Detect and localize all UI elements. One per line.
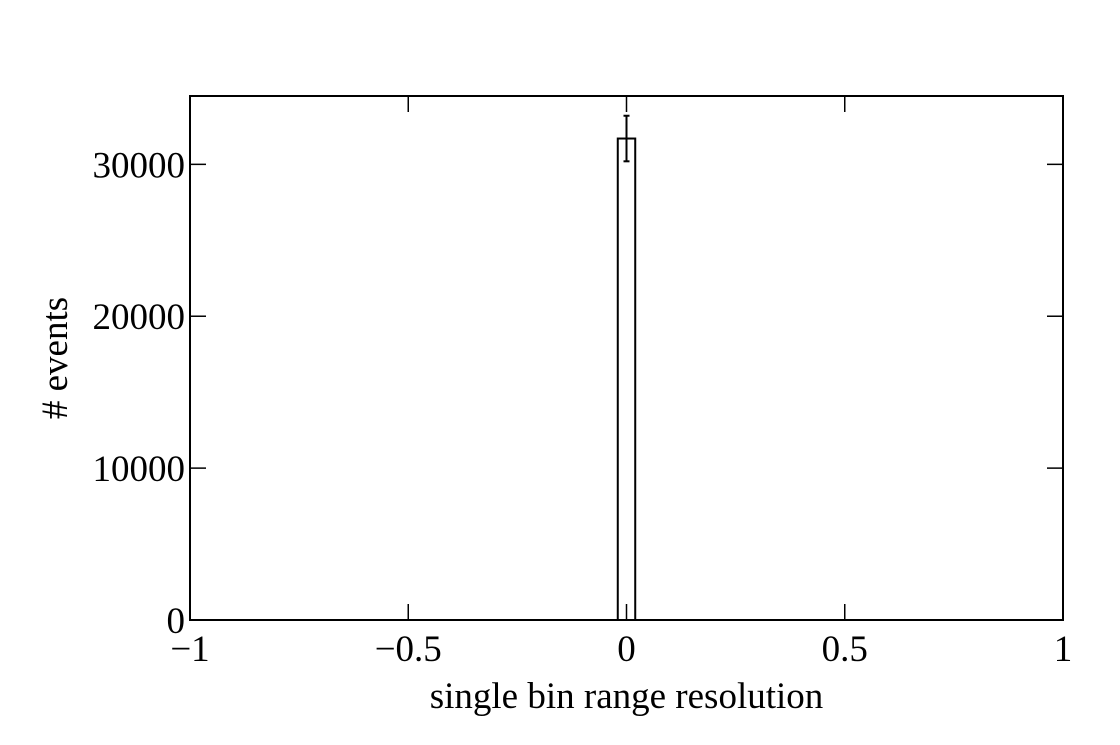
bars-layer (616, 114, 637, 622)
y-axis-label: # events (35, 297, 76, 419)
labels-layer: −1 −0.5 0 0.5 1 0 10000 20000 30000 (93, 145, 1073, 670)
x-tick-label: −0.5 (375, 629, 442, 670)
x-tick-label: −1 (170, 629, 209, 670)
x-tick-label: 0.5 (822, 629, 868, 670)
y-tick-label: 10000 (93, 449, 186, 490)
plot-frame (189, 95, 1064, 621)
histogram-bar (616, 137, 637, 622)
x-axis-label: single bin range resolution (430, 676, 824, 717)
x-tick-label: 0 (617, 629, 636, 670)
y-tick-label: 0 (167, 601, 186, 642)
y-tick-label: 20000 (93, 297, 186, 338)
y-tick-label: 30000 (93, 145, 186, 186)
x-tick-label: 1 (1054, 629, 1073, 670)
